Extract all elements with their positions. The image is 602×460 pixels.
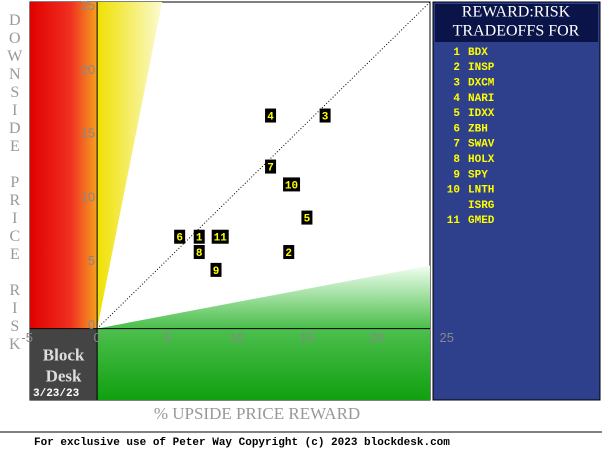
legend-ticker: SPY xyxy=(468,169,488,181)
reward-zone xyxy=(97,265,430,400)
legend-number: 8 xyxy=(453,154,460,166)
plot-area xyxy=(29,1,431,401)
legend-number: 6 xyxy=(453,123,460,135)
legend-ticker: IDXX xyxy=(468,108,495,120)
point xyxy=(210,262,222,277)
point xyxy=(193,229,205,244)
legend-number: 10 xyxy=(447,185,460,197)
point-label: 1 xyxy=(196,233,203,245)
point-label: 7 xyxy=(267,162,274,174)
point xyxy=(283,177,301,192)
x-tick-label: 10 xyxy=(230,330,244,345)
legend-ticker: HOLX xyxy=(468,154,495,166)
point xyxy=(283,245,295,260)
x-tick-label: -5 xyxy=(21,330,33,345)
point-label: 3 xyxy=(322,111,329,123)
point xyxy=(265,159,277,174)
legend-number: 11 xyxy=(447,215,461,227)
legend-ticker: NARI xyxy=(468,93,494,105)
point xyxy=(301,210,313,225)
legend-number: 5 xyxy=(453,108,460,120)
date: 3/23/23 xyxy=(33,388,80,400)
point-label: 11 xyxy=(214,233,228,245)
legend-ticker: INSP xyxy=(468,62,495,74)
point xyxy=(265,108,277,123)
legend-ticker: DXCM xyxy=(468,78,495,90)
legend-title: TRADEOFFS FOR xyxy=(453,23,580,40)
y-tick-label: 15 xyxy=(81,126,95,141)
point xyxy=(174,229,186,244)
legend-number: 9 xyxy=(453,169,460,181)
x-tick-label: 5 xyxy=(163,330,170,345)
y-tick-label: 25 xyxy=(81,0,95,13)
legend-ticker: ZBH xyxy=(468,123,488,135)
point xyxy=(193,245,205,260)
point-label: 2 xyxy=(285,248,292,260)
legend-ticker: SWAV xyxy=(468,139,495,151)
legend-number: 7 xyxy=(453,139,460,151)
y-tick-label: 5 xyxy=(88,253,95,268)
brand-text: Desk xyxy=(46,366,82,385)
point-label: 5 xyxy=(304,213,311,225)
legend-ticker: ISRG xyxy=(468,200,495,212)
legend-number: 3 xyxy=(453,78,460,90)
point-label: 4 xyxy=(267,111,274,123)
brand-text: Block xyxy=(43,345,85,364)
legend-number: 4 xyxy=(453,93,460,105)
y-tick-label: 20 xyxy=(81,62,95,77)
point-label: 9 xyxy=(213,266,220,278)
legend-ticker: GMED xyxy=(468,215,495,227)
risk-zone xyxy=(30,2,98,329)
x-axis-label: % UPSIDE PRICE REWARD xyxy=(154,404,360,423)
caution-zone xyxy=(97,2,163,329)
legend-header xyxy=(435,4,598,42)
x-tick-label: 25 xyxy=(440,330,454,345)
point-label: 8 xyxy=(196,248,203,260)
legend-title: REWARD:RISK xyxy=(462,4,571,21)
point xyxy=(319,108,331,123)
point xyxy=(211,229,229,244)
legend-ticker: LNTH xyxy=(468,185,494,197)
legend-panel xyxy=(432,1,601,401)
legend-number: 2 xyxy=(453,62,460,74)
point-label: 10 xyxy=(285,180,298,192)
x-tick-label: 15 xyxy=(300,330,314,345)
footer: For exclusive use of Peter Way Copyright… xyxy=(34,437,450,449)
brand-box xyxy=(30,328,98,400)
x-tick-label: 20 xyxy=(370,330,384,345)
legend-number: 1 xyxy=(453,47,460,59)
legend-ticker: BDX xyxy=(468,47,488,59)
x-tick-label: 0 xyxy=(94,330,101,345)
point-label: 6 xyxy=(176,233,183,245)
y-tick-label: 0 xyxy=(88,317,95,332)
y-axis-label: % DOWNSIDE PRICE RISK xyxy=(6,0,23,354)
y-tick-label: 10 xyxy=(81,189,95,204)
